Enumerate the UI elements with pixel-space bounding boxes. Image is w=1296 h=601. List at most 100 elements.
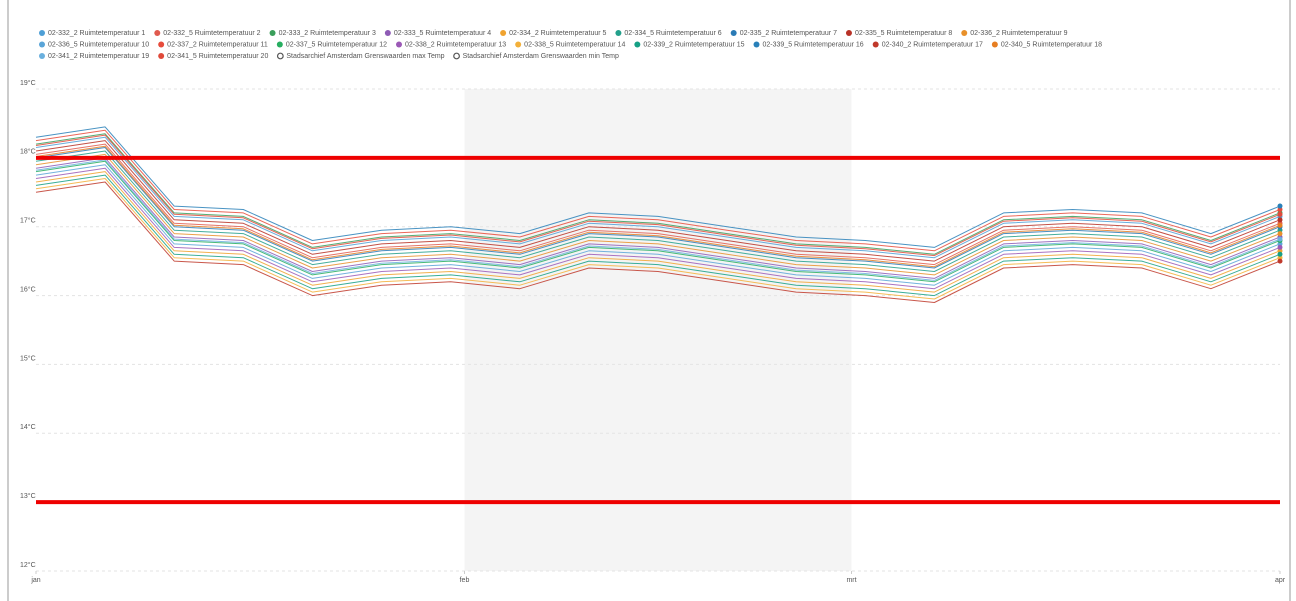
y-tick-label: 12°C <box>20 561 36 569</box>
legend-item: 02-335_5 Ruimtetemperatuur 8 <box>845 30 952 37</box>
y-tick-label: 19°C <box>20 79 36 87</box>
legend-label: 02-333_2 Ruimtetemperatuur 3 <box>279 30 376 37</box>
series-line <box>35 174 1281 297</box>
series-line <box>35 178 1281 300</box>
y-tick-label: 18°C <box>20 148 36 156</box>
legend-label: 02-335_2 Ruimtetemperatuur 7 <box>740 30 837 37</box>
legend-marker <box>396 41 402 48</box>
end-point <box>1277 248 1283 254</box>
legend-item: 02-334_5 Ruimtetemperatuur 6 <box>615 30 722 37</box>
legend-marker <box>991 41 998 48</box>
series-line <box>35 145 1281 268</box>
legend-marker <box>269 30 276 36</box>
legend-item: 02-335_2 Ruimtetemperatuur 7 <box>730 30 837 37</box>
legend-marker <box>753 41 760 48</box>
legend-item: 02-340_2 Ruimtetemperatuur 17 <box>872 41 983 48</box>
y-tick-label: 16°C <box>20 285 36 293</box>
legend-item: 02-339_2 Ruimtetemperatuur 15 <box>634 41 745 48</box>
end-point <box>1277 217 1283 223</box>
legend-marker <box>453 52 460 60</box>
series-line <box>35 143 1281 266</box>
legend-marker <box>39 53 45 59</box>
legend-marker <box>276 41 283 48</box>
legend-marker <box>154 30 161 36</box>
legend-marker <box>500 30 507 36</box>
series-line <box>35 153 1281 276</box>
legend-label: 02-340_5 Ruimtetemperatuur 18 <box>1001 41 1102 48</box>
end-point <box>1277 227 1283 233</box>
legend-item: 02-340_5 Ruimtetemperatuur 18 <box>991 41 1102 48</box>
legend-marker <box>384 30 391 36</box>
legend-label: 02-341_5 Ruimtetemperatuur 20 <box>167 53 268 60</box>
y-tick-label: 15°C <box>20 354 36 362</box>
legend-item: 02-336_2 Ruimtetemperatuur 9 <box>961 30 1068 37</box>
series-line <box>35 133 1281 255</box>
legend-label: 02-332_2 Ruimtetemperatuur 1 <box>48 30 145 37</box>
legend-label: Stadsarchief Amsterdam Grenswaarden min … <box>463 53 619 60</box>
y-tick-label: 17°C <box>20 217 36 225</box>
plot-background <box>464 89 852 571</box>
legend-item: 02-338_5 Ruimtetemperatuur 14 <box>515 41 625 48</box>
legend-label: 02-339_5 Ruimtetemperatuur 16 <box>763 41 864 48</box>
legend: 02-332_2 Ruimtetemperatuur 1 02-332_5 Rui… <box>39 30 1102 60</box>
series-line <box>35 129 1281 252</box>
legend-item: Stadsarchief Amsterdam Grenswaarden min … <box>453 52 619 60</box>
legend-item: 02-341_2 Ruimtetemperatuur 19 <box>39 53 149 60</box>
end-point <box>1277 244 1283 250</box>
legend-item: 02-332_2 Ruimtetemperatuur 1 <box>39 30 145 37</box>
month-band <box>464 89 852 571</box>
legend-marker <box>872 41 879 48</box>
legend-item: 02-333_5 Ruimtetemperatuur 4 <box>384 30 491 37</box>
legend-marker <box>730 30 737 36</box>
end-point <box>1277 255 1283 261</box>
legend-label: 02-332_5 Ruimtetemperatuur 2 <box>163 30 260 37</box>
legend-marker <box>961 30 968 36</box>
y-tick-label: 13°C <box>20 492 36 500</box>
end-point <box>1277 222 1283 228</box>
legend-item: 02-337_5 Ruimtetemperatuur 12 <box>276 41 387 48</box>
legend-marker <box>634 41 641 48</box>
end-point <box>1277 251 1283 257</box>
series-line <box>35 157 1281 279</box>
legend-item: 02-341_5 Ruimtetemperatuur 20 <box>158 53 268 60</box>
legend-label: 02-333_5 Ruimtetemperatuur 4 <box>394 30 491 37</box>
legend-item: 02-338_2 Ruimtetemperatuur 13 <box>396 41 506 48</box>
legend-label: 02-334_2 Ruimtetemperatuur 5 <box>509 30 606 37</box>
legend-label: 02-336_2 Ruimtetemperatuur 9 <box>970 30 1067 37</box>
series-line <box>35 164 1281 286</box>
end-point <box>1277 207 1283 212</box>
legend-label: 02-338_5 Ruimtetemperatuur 14 <box>524 41 625 48</box>
end-point <box>1277 236 1283 242</box>
legend-label: Stadsarchief Amsterdam Grenswaarden max … <box>286 53 444 60</box>
legend-marker <box>158 53 165 59</box>
series-line <box>35 140 1281 262</box>
series-line <box>35 134 1281 257</box>
legend-marker <box>845 30 852 36</box>
series-line <box>35 159 1281 281</box>
legend-marker <box>515 41 522 48</box>
x-tick-label: feb <box>460 577 470 584</box>
end-point <box>1277 211 1283 217</box>
series-line <box>35 150 1281 272</box>
legend-label: 02-340_2 Ruimtetemperatuur 17 <box>882 41 983 48</box>
series-line <box>35 167 1281 290</box>
x-tick-label: jan <box>30 577 40 584</box>
legend-marker <box>39 41 45 48</box>
legend-marker <box>276 52 284 60</box>
legend-label: 02-341_2 Ruimtetemperatuur 19 <box>48 53 149 60</box>
grid: 12°C 13°C 14°C 15°C 16°C 17°C 18°C 19°C jan feb mr… <box>20 79 1286 584</box>
legend-label: 02-334_5 Ruimtetemperatuur 6 <box>624 30 721 37</box>
series-line <box>35 160 1281 283</box>
legend-marker <box>39 30 45 36</box>
legend-label: 02-335_5 Ruimtetemperatuur 8 <box>855 30 952 37</box>
legend-label: 02-336_5 Ruimtetemperatuur 10 <box>48 41 149 48</box>
legend-item: 02-333_2 Ruimtetemperatuur 3 <box>269 30 376 37</box>
series-line <box>35 126 1281 248</box>
legend-label: 02-339_2 Ruimtetemperatuur 15 <box>643 41 744 48</box>
end-point <box>1277 241 1283 247</box>
legend-item: 02-336_5 Ruimtetemperatuur 10 <box>39 41 149 48</box>
series-lines <box>35 126 1283 505</box>
legend-item: Stadsarchief Amsterdam Grenswaarden max … <box>276 52 445 60</box>
x-tick-label: apr <box>1275 577 1286 584</box>
